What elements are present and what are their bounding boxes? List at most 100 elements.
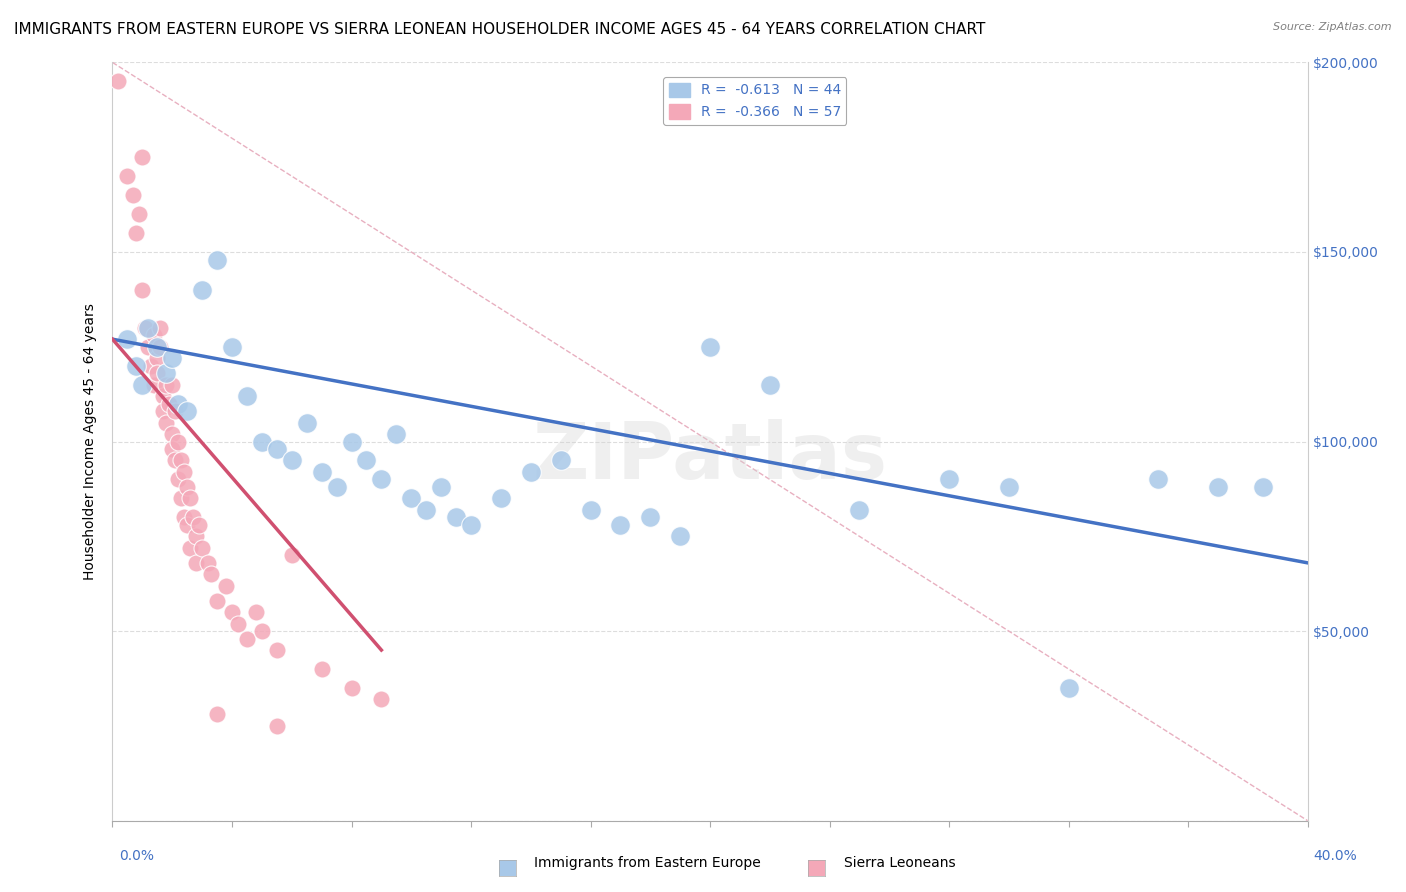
Point xyxy=(186,556,208,570)
Point xyxy=(125,226,148,240)
Point xyxy=(205,707,228,722)
Point xyxy=(167,434,190,449)
Point xyxy=(125,359,148,373)
Point xyxy=(173,510,195,524)
Point xyxy=(117,332,139,346)
Point xyxy=(191,541,214,555)
Point xyxy=(167,473,190,487)
Point xyxy=(266,442,288,457)
Point xyxy=(149,320,172,334)
Point xyxy=(155,377,177,392)
Point xyxy=(640,510,662,524)
Point xyxy=(146,366,169,380)
Point xyxy=(250,624,273,639)
Point xyxy=(340,681,363,695)
Point xyxy=(699,340,721,354)
Point xyxy=(370,692,392,706)
Point xyxy=(122,188,145,202)
Point xyxy=(170,453,193,467)
Point xyxy=(520,465,543,479)
Point xyxy=(134,320,156,334)
Point xyxy=(155,366,177,380)
Point xyxy=(550,453,572,467)
Point xyxy=(370,473,392,487)
Point xyxy=(356,453,378,467)
Point xyxy=(162,351,183,366)
Point xyxy=(165,453,187,467)
Point xyxy=(401,491,423,506)
Point xyxy=(128,207,150,221)
Point xyxy=(176,404,198,418)
Text: Sierra Leoneans: Sierra Leoneans xyxy=(844,855,955,870)
Legend: R =  -0.613   N = 44, R =  -0.366   N = 57: R = -0.613 N = 44, R = -0.366 N = 57 xyxy=(664,77,846,125)
Point xyxy=(669,529,692,543)
Point xyxy=(460,517,482,532)
Point xyxy=(609,517,631,532)
Point xyxy=(250,434,273,449)
Point xyxy=(221,340,243,354)
Point xyxy=(340,434,363,449)
Point xyxy=(489,491,512,506)
Point xyxy=(176,517,198,532)
Point xyxy=(226,616,249,631)
Point xyxy=(938,473,960,487)
Point xyxy=(415,503,437,517)
Point xyxy=(141,359,163,373)
Point xyxy=(245,605,267,619)
Text: ZIPatlas: ZIPatlas xyxy=(533,418,887,495)
Point xyxy=(173,465,195,479)
Text: Source: ZipAtlas.com: Source: ZipAtlas.com xyxy=(1274,22,1392,32)
Point xyxy=(143,377,166,392)
Point xyxy=(162,377,183,392)
Point xyxy=(176,480,198,494)
Point xyxy=(162,442,183,457)
Point xyxy=(131,377,153,392)
Point xyxy=(197,556,219,570)
Point xyxy=(281,453,304,467)
Point xyxy=(149,340,172,354)
Point xyxy=(266,719,288,733)
Point xyxy=(131,150,153,164)
Point xyxy=(162,426,183,441)
Point xyxy=(236,389,259,403)
Text: IMMIGRANTS FROM EASTERN EUROPE VS SIERRA LEONEAN HOUSEHOLDER INCOME AGES 45 - 64: IMMIGRANTS FROM EASTERN EUROPE VS SIERRA… xyxy=(14,22,986,37)
Point xyxy=(311,465,333,479)
Point xyxy=(311,662,333,676)
Point xyxy=(146,340,169,354)
Point xyxy=(138,340,160,354)
Point xyxy=(152,389,174,403)
Text: 0.0%: 0.0% xyxy=(120,849,155,863)
Point xyxy=(131,283,153,297)
Point xyxy=(295,416,318,430)
Point xyxy=(200,567,222,582)
Point xyxy=(157,396,180,410)
Point xyxy=(181,510,204,524)
Point xyxy=(143,328,166,343)
Point xyxy=(385,426,408,441)
Point xyxy=(281,548,304,563)
Point xyxy=(155,416,177,430)
Point xyxy=(430,480,453,494)
Point xyxy=(236,632,259,646)
Point xyxy=(186,529,208,543)
Y-axis label: Householder Income Ages 45 - 64 years: Householder Income Ages 45 - 64 years xyxy=(83,303,97,580)
Text: 40.0%: 40.0% xyxy=(1313,849,1357,863)
Point xyxy=(107,74,129,88)
Point xyxy=(266,643,288,657)
Point xyxy=(1206,480,1229,494)
Point xyxy=(1147,473,1170,487)
Point xyxy=(152,404,174,418)
Point xyxy=(325,480,347,494)
Point xyxy=(1251,480,1274,494)
Point xyxy=(215,579,238,593)
Point xyxy=(188,517,211,532)
Point xyxy=(179,541,201,555)
Point xyxy=(205,594,228,608)
Text: Immigrants from Eastern Europe: Immigrants from Eastern Europe xyxy=(534,855,761,870)
Point xyxy=(848,503,870,517)
Point xyxy=(221,605,243,619)
Point xyxy=(579,503,602,517)
Point xyxy=(205,252,228,267)
Point xyxy=(1057,681,1080,695)
Point xyxy=(998,480,1021,494)
